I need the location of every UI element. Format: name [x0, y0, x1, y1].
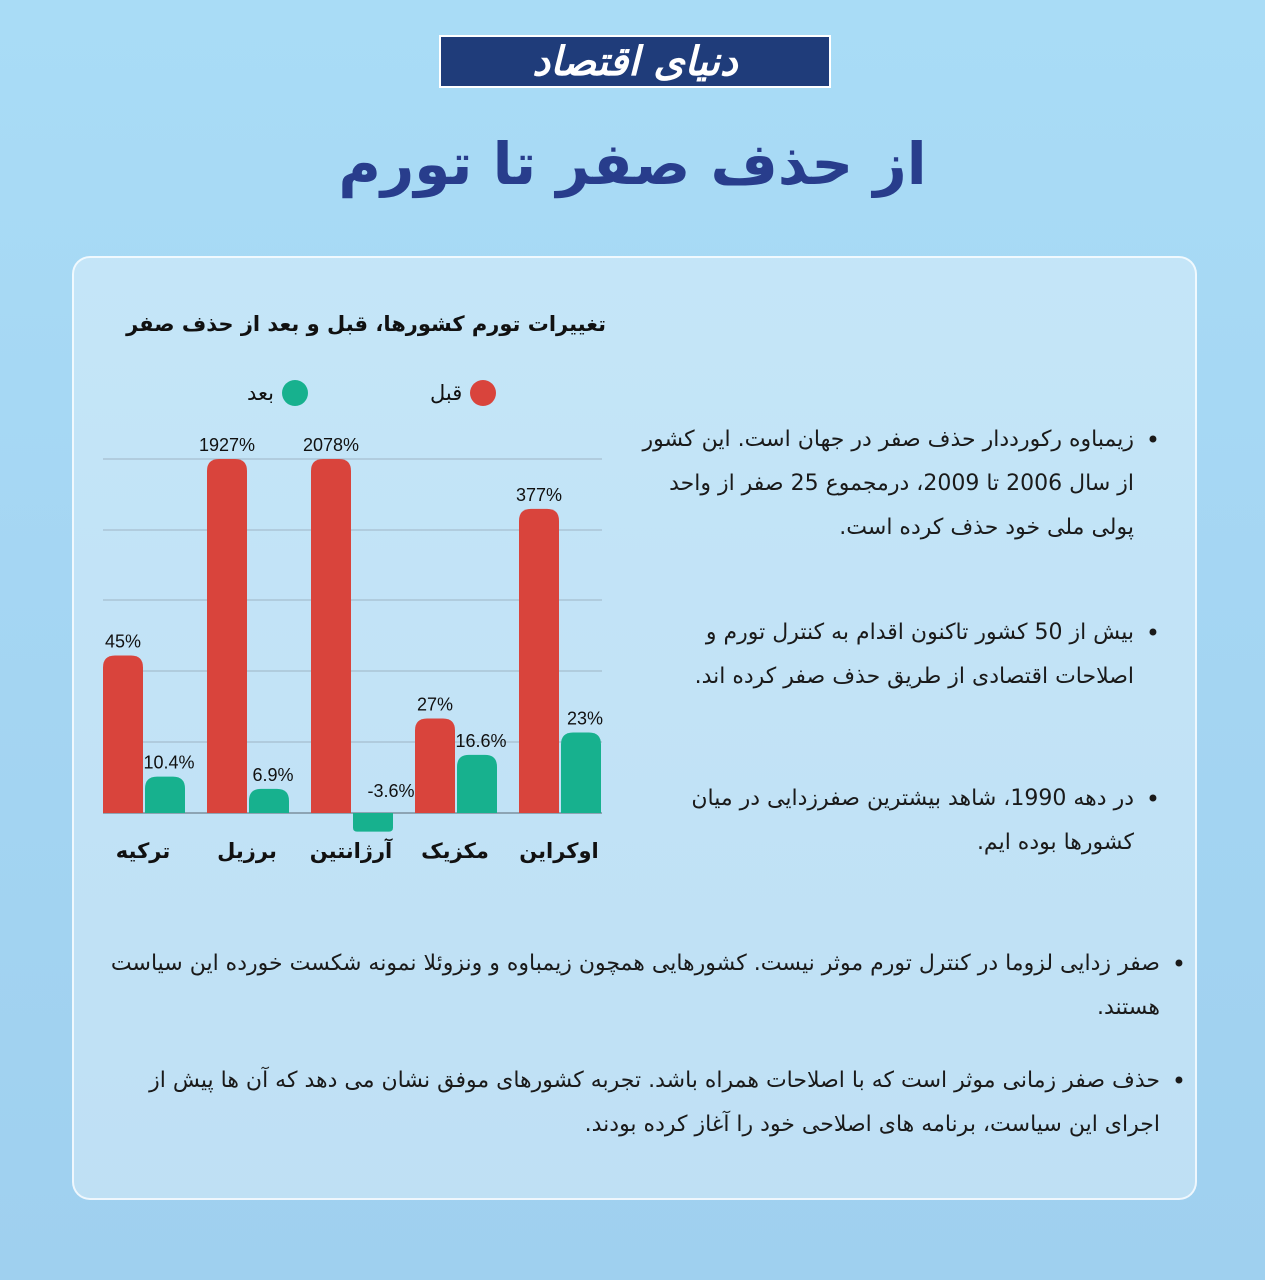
bar-after — [249, 788, 289, 813]
data-label-before: 27% — [417, 695, 453, 715]
bar-before — [415, 718, 455, 813]
legend-label-after: بعد — [247, 381, 274, 405]
bar-before — [519, 508, 559, 813]
bar-before — [311, 459, 351, 813]
logo-text: دنیای اقتصاد — [532, 37, 738, 85]
x-tick-label: اوکراین — [519, 839, 599, 863]
data-label-after: -3.6% — [367, 781, 414, 801]
bar-after — [145, 776, 185, 813]
bar-before — [103, 655, 143, 813]
legend-dot-after — [282, 380, 308, 406]
legend-dot-before — [470, 380, 497, 406]
data-label-after: 16.6% — [455, 731, 506, 751]
legend-item-after: بعد — [247, 378, 308, 408]
content-card — [72, 256, 1197, 1200]
data-label-after: 23% — [567, 709, 603, 729]
data-label-before: 45% — [105, 632, 141, 652]
brand-logo: دنیای اقتصاد — [439, 35, 831, 88]
x-tick-label: برزیل — [217, 839, 277, 863]
page-title: از حذف صفر تا تورم — [338, 130, 927, 198]
x-tick-label: آرژانتین — [310, 838, 393, 863]
chart-title: تغییرات تورم کشورها، قبل و بعد از حذف صف… — [126, 312, 606, 336]
bar-after — [353, 813, 393, 832]
data-label-after: 6.9% — [252, 765, 293, 785]
bar-after — [457, 754, 497, 813]
data-label-before: 377% — [516, 485, 562, 505]
x-tick-label: ترکیه — [116, 839, 170, 863]
bar-after — [561, 732, 601, 813]
data-label-after: 10.4% — [143, 753, 194, 773]
data-label-before: 2078% — [303, 435, 359, 455]
x-tick-label: مکزیک — [421, 839, 489, 863]
data-label-before: 1927% — [199, 435, 255, 455]
legend-item-before: قبل — [430, 378, 497, 408]
bar-before — [207, 459, 247, 813]
legend-label-before: قبل — [430, 381, 463, 405]
